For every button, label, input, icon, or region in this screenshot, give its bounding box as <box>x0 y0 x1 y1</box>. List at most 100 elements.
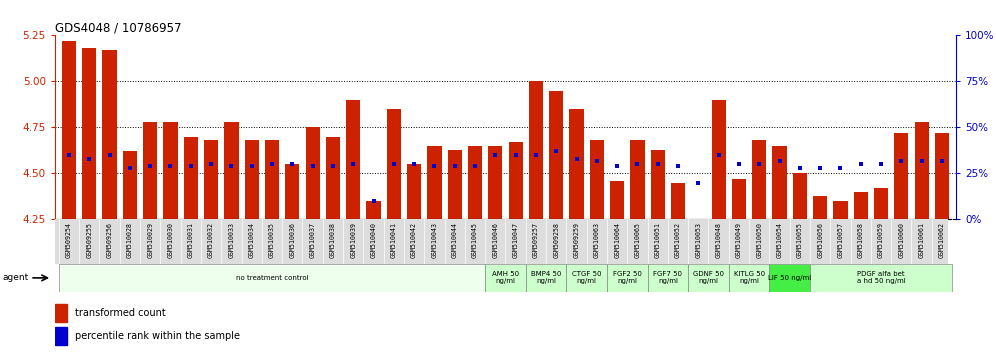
Bar <box>488 146 502 219</box>
Text: GSM510028: GSM510028 <box>126 222 132 258</box>
Bar <box>367 201 380 219</box>
Text: GSM510032: GSM510032 <box>208 222 214 258</box>
Bar <box>567 264 607 292</box>
Text: GSM510037: GSM510037 <box>310 222 316 258</box>
Text: GSM510061: GSM510061 <box>918 222 924 258</box>
Bar <box>549 91 564 219</box>
Bar <box>55 327 68 345</box>
Bar <box>810 264 952 292</box>
Text: GSM510054: GSM510054 <box>777 222 783 258</box>
Bar <box>55 304 68 321</box>
Text: GSM510060: GSM510060 <box>898 222 904 258</box>
Text: GSM509255: GSM509255 <box>87 222 93 258</box>
Text: GSM510051: GSM510051 <box>654 222 660 258</box>
Bar <box>103 50 117 219</box>
Text: GSM510044: GSM510044 <box>452 222 458 258</box>
Text: FGF7 50
ng/ml: FGF7 50 ng/ml <box>653 272 682 284</box>
Bar <box>711 100 726 219</box>
Bar <box>773 146 787 219</box>
Text: transformed count: transformed count <box>75 308 165 318</box>
Text: CTGF 50
ng/ml: CTGF 50 ng/ml <box>572 272 602 284</box>
Text: agent: agent <box>3 273 29 282</box>
Text: GSM510038: GSM510038 <box>330 222 336 258</box>
Bar <box>688 264 729 292</box>
Bar <box>873 188 888 219</box>
Text: GSM510046: GSM510046 <box>492 222 498 258</box>
Text: percentile rank within the sample: percentile rank within the sample <box>75 331 240 341</box>
Text: GSM509258: GSM509258 <box>553 222 559 258</box>
Bar <box>607 264 647 292</box>
Bar <box>769 264 810 292</box>
Bar <box>914 122 928 219</box>
Text: GSM510063: GSM510063 <box>594 222 600 258</box>
Bar <box>62 41 76 219</box>
Text: GSM510052: GSM510052 <box>675 222 681 258</box>
Bar <box>245 140 259 219</box>
Text: GSM509257: GSM509257 <box>533 222 539 258</box>
Text: GSM510064: GSM510064 <box>615 222 621 258</box>
Bar <box>306 127 320 219</box>
Text: FGF2 50
ng/ml: FGF2 50 ng/ml <box>613 272 641 284</box>
Bar <box>386 109 401 219</box>
Text: GSM510031: GSM510031 <box>188 222 194 258</box>
Bar <box>650 149 665 219</box>
Text: GSM510029: GSM510029 <box>147 222 153 258</box>
Bar <box>834 201 848 219</box>
Bar <box>485 264 526 292</box>
Text: GSM510045: GSM510045 <box>472 222 478 258</box>
Text: LIF 50 ng/ml: LIF 50 ng/ml <box>768 275 812 281</box>
Text: GSM510043: GSM510043 <box>431 222 437 258</box>
Bar <box>691 219 705 229</box>
Text: GSM510047: GSM510047 <box>513 222 519 258</box>
Text: GDNF 50
ng/ml: GDNF 50 ng/ml <box>693 272 724 284</box>
Text: GSM510058: GSM510058 <box>858 222 864 258</box>
Bar <box>526 264 567 292</box>
Bar <box>570 109 584 219</box>
Bar <box>647 264 688 292</box>
Bar <box>509 142 523 219</box>
Bar <box>326 137 340 219</box>
Text: no treatment control: no treatment control <box>236 275 309 281</box>
Bar <box>468 146 482 219</box>
Bar <box>204 140 218 219</box>
Text: KITLG 50
ng/ml: KITLG 50 ng/ml <box>733 272 765 284</box>
Text: GSM510033: GSM510033 <box>228 222 234 258</box>
Bar <box>427 146 441 219</box>
Text: GSM510050: GSM510050 <box>756 222 762 258</box>
Text: GSM510048: GSM510048 <box>716 222 722 258</box>
Text: GSM509259: GSM509259 <box>574 222 580 258</box>
Text: GSM510065: GSM510065 <box>634 222 640 258</box>
Text: GSM510055: GSM510055 <box>797 222 803 258</box>
Text: GSM510056: GSM510056 <box>817 222 823 258</box>
Bar <box>265 140 279 219</box>
Bar <box>143 122 157 219</box>
Bar <box>590 140 604 219</box>
Text: GSM510036: GSM510036 <box>289 222 295 258</box>
Text: GSM509254: GSM509254 <box>66 222 72 258</box>
Bar <box>630 140 644 219</box>
Text: AMH 50
ng/ml: AMH 50 ng/ml <box>492 272 519 284</box>
Bar <box>183 137 198 219</box>
Text: GDS4048 / 10786957: GDS4048 / 10786957 <box>55 21 181 34</box>
Bar <box>793 173 807 219</box>
Bar <box>285 164 300 219</box>
Bar <box>447 149 462 219</box>
Text: GSM510041: GSM510041 <box>390 222 396 258</box>
Bar <box>123 152 137 219</box>
Bar <box>854 192 868 219</box>
Text: GSM510053: GSM510053 <box>695 222 701 258</box>
Text: BMP4 50
ng/ml: BMP4 50 ng/ml <box>531 272 562 284</box>
Text: GSM510039: GSM510039 <box>351 222 357 258</box>
Text: PDGF alfa bet
a hd 50 ng/ml: PDGF alfa bet a hd 50 ng/ml <box>857 272 905 284</box>
Bar <box>346 100 361 219</box>
Bar <box>163 122 177 219</box>
Text: GSM510049: GSM510049 <box>736 222 742 258</box>
Bar <box>224 122 238 219</box>
Bar <box>813 195 828 219</box>
Text: GSM510042: GSM510042 <box>411 222 417 258</box>
Text: GSM510035: GSM510035 <box>269 222 275 258</box>
Bar <box>610 181 624 219</box>
Bar <box>59 264 485 292</box>
Text: GSM510034: GSM510034 <box>249 222 255 258</box>
Bar <box>732 179 746 219</box>
